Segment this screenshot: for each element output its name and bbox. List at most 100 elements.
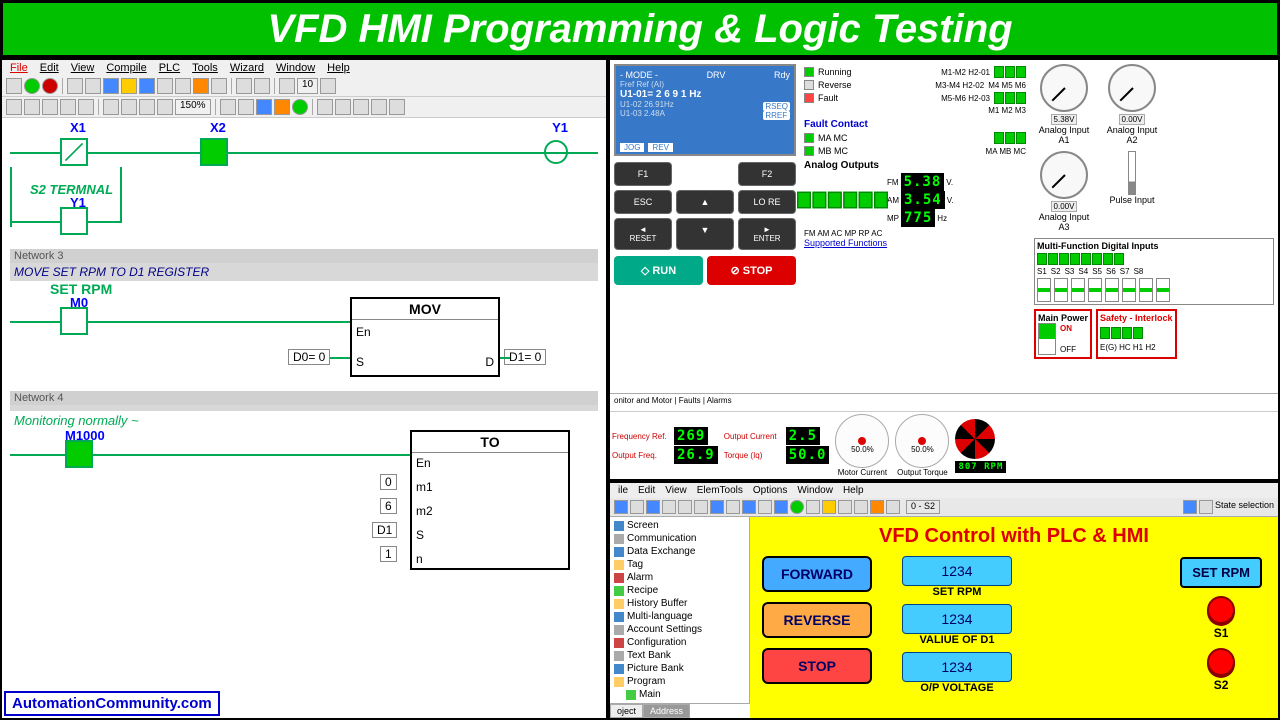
safety-interlock: Safety - Interlock E(G) HC H1 H2 [1096, 309, 1177, 359]
watermark: AutomationCommunity.com [4, 691, 220, 716]
hmi-designer-panel: ile Edit View ElemTools Options Window H… [608, 481, 1280, 720]
tb-icon[interactable] [353, 99, 369, 115]
zoom-level[interactable]: 150% [175, 99, 211, 115]
s2-indicator[interactable] [1207, 648, 1235, 676]
enter-button[interactable]: ►ENTER [738, 218, 796, 250]
tb-icon[interactable] [175, 78, 191, 94]
tb-icon[interactable] [256, 99, 272, 115]
coil-y1[interactable] [544, 140, 568, 164]
f1-button[interactable]: F1 [614, 162, 672, 186]
tab-project[interactable]: oject [610, 704, 643, 718]
menu-compile[interactable]: Compile [106, 62, 146, 74]
mov-d0: D0= 0 [288, 349, 330, 365]
s1-indicator[interactable] [1207, 596, 1235, 624]
menu-wizard[interactable]: Wizard [230, 62, 264, 74]
tb-run-icon[interactable] [24, 78, 40, 94]
tb-icon[interactable] [292, 99, 308, 115]
stop-button[interactable]: ⊘ STOP [707, 256, 796, 285]
vfd-lcd: - MODE -DRVRdy Fref Ref (AI) U1-01= 2 6 … [614, 64, 796, 156]
tb-icon[interactable] [371, 99, 387, 115]
ladder-diagram[interactable]: X1 X2 Y1 S2 TERMNAL Y1 Network 3 MOVE SE… [2, 118, 606, 718]
tb-copy-icon[interactable] [60, 99, 76, 115]
hmi-stop-button[interactable]: STOP [762, 648, 872, 684]
menu-plc[interactable]: PLC [159, 62, 180, 74]
tb-cut-icon[interactable] [42, 99, 58, 115]
tb-icon[interactable] [85, 78, 101, 94]
menu-tools[interactable]: Tools [192, 62, 218, 74]
menu-edit[interactable]: Edit [40, 62, 59, 74]
tb-icon[interactable] [335, 99, 351, 115]
tb-icon[interactable] [211, 78, 227, 94]
project-tree[interactable]: Screen Communication Data Exchange Tag A… [610, 517, 750, 703]
reset-button[interactable]: ◄RESET [614, 218, 672, 250]
supported-link[interactable]: Supported Functions [804, 238, 1026, 248]
right-column: - MODE -DRVRdy Fref Ref (AI) U1-01= 2 6 … [608, 58, 1280, 720]
vfd-keypad: - MODE -DRVRdy Fref Ref (AI) U1-01= 2 6 … [610, 60, 800, 393]
network-4-label: Network 4 [10, 391, 598, 405]
vfd-status: RunningM1-M2 H2-01 ReverseM3-M4 H2-02M4 … [800, 60, 1030, 393]
reverse-button[interactable]: REVERSE [762, 602, 872, 638]
set-rpm-display[interactable]: 1234 [902, 556, 1012, 586]
down-button[interactable]: ▼ [676, 218, 734, 250]
plc-menubar[interactable]: File Edit View Compile PLC Tools Wizard … [2, 60, 606, 76]
tb-icon[interactable] [6, 99, 22, 115]
tb-icon[interactable] [254, 78, 270, 94]
tb-icon[interactable] [6, 78, 22, 94]
menu-help[interactable]: Help [327, 62, 350, 74]
tb-icon[interactable] [121, 99, 137, 115]
rung-3: M0 MOV En S D D0= 0 D1= 0 [10, 297, 598, 387]
to-block[interactable]: TO En m1 m2 S n [410, 430, 570, 570]
hmi-canvas[interactable]: VFD Control with PLC & HMI FORWARD REVER… [750, 517, 1278, 718]
digital-inputs: Multi-Function Digital Inputs S1S2S3S4S5… [1034, 238, 1274, 305]
tb-icon[interactable] [193, 78, 209, 94]
plc-toolbar-2: 150% [2, 97, 606, 118]
mov-block[interactable]: MOV En S D [350, 297, 500, 377]
contact-x1-label: X1 [70, 120, 86, 135]
rung-1: X1 X2 Y1 [10, 122, 598, 178]
tb-icon[interactable] [274, 99, 290, 115]
menu-file[interactable]: File [10, 62, 28, 74]
keypad-grid: F1 F2 ESC ▲ LO RE ◄RESET ▼ ►ENTER [614, 162, 796, 250]
up-button[interactable]: ▲ [676, 190, 734, 214]
forward-button[interactable]: FORWARD [762, 556, 872, 592]
title-banner: VFD HMI Programming & Logic Testing [0, 0, 1280, 58]
menu-view[interactable]: View [71, 62, 95, 74]
coil-y1-label: Y1 [552, 120, 568, 135]
run-button[interactable]: ◇ RUN [614, 256, 703, 285]
contact-m0[interactable] [60, 307, 88, 335]
tb-value[interactable]: 10 [297, 78, 318, 94]
page-title: VFD HMI Programming & Logic Testing [267, 7, 1012, 52]
tb-icon[interactable] [279, 78, 295, 94]
rung-4: M1000 TO En m1 m2 S n 0 6 D1 1 [10, 430, 598, 580]
tb-icon[interactable] [238, 99, 254, 115]
tb-icon[interactable] [139, 99, 155, 115]
tab-address[interactable]: Address [643, 704, 690, 718]
f2-button[interactable]: F2 [738, 162, 796, 186]
contact-x1[interactable] [60, 138, 88, 166]
tb-stop-icon[interactable] [42, 78, 58, 94]
tb-icon[interactable] [121, 78, 137, 94]
contact-x2[interactable] [200, 138, 228, 166]
tb-icon[interactable] [103, 99, 119, 115]
tb-icon[interactable] [220, 99, 236, 115]
tb-icon[interactable] [103, 78, 119, 94]
meter-row: Frequency Ref.269 Output Freq.26.9 Outpu… [610, 411, 1278, 479]
hmi-menubar[interactable]: ile Edit View ElemTools Options Window H… [610, 483, 1278, 498]
tb-zoom-icon[interactable] [157, 99, 173, 115]
tb-paste-icon[interactable] [78, 99, 94, 115]
set-rpm-button[interactable]: SET RPM [1180, 557, 1262, 588]
tb-icon[interactable] [236, 78, 252, 94]
tb-icon[interactable] [139, 78, 155, 94]
tb-icon[interactable] [317, 99, 333, 115]
tb-icon[interactable] [389, 99, 405, 115]
contact-m1000[interactable] [65, 440, 93, 468]
esc-button[interactable]: ESC [614, 190, 672, 214]
main-power[interactable]: Main Power ONOFF [1034, 309, 1092, 359]
tb-icon[interactable] [157, 78, 173, 94]
contact-y1b[interactable] [60, 207, 88, 235]
lore-button[interactable]: LO RE [738, 190, 796, 214]
menu-window[interactable]: Window [276, 62, 315, 74]
tb-icon[interactable] [67, 78, 83, 94]
tb-icon[interactable] [24, 99, 40, 115]
tb-icon[interactable] [320, 78, 336, 94]
